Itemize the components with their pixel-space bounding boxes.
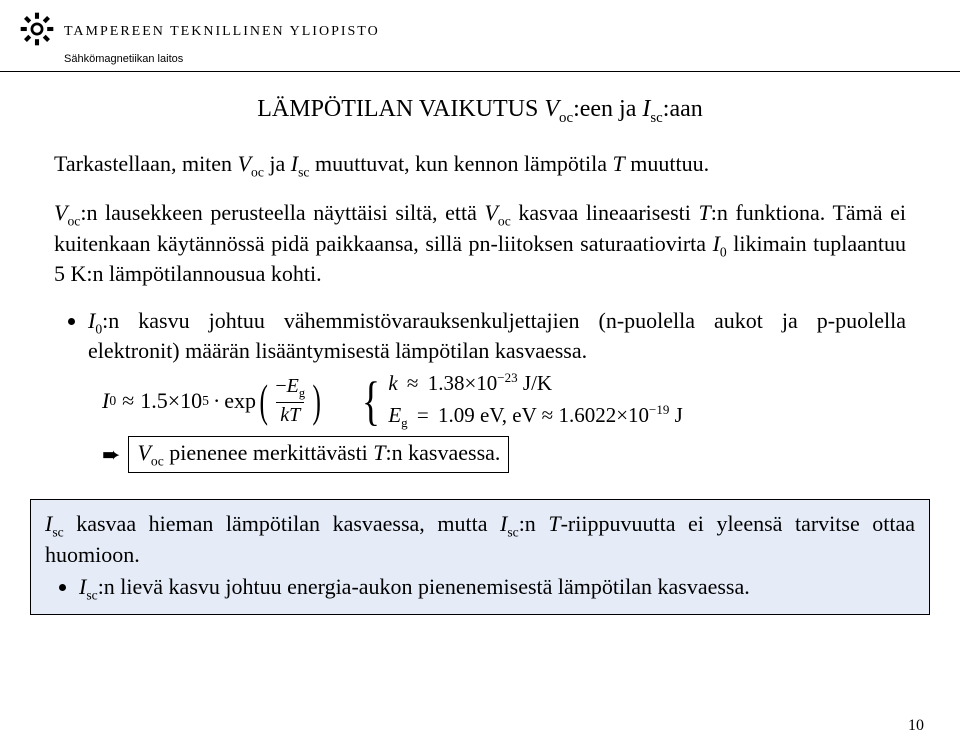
bb-sc: sc: [86, 587, 97, 602]
fraction: −Eg kT: [273, 374, 307, 428]
kl-k: k: [388, 371, 397, 395]
eq-ten: 10: [180, 387, 202, 415]
p2-t2: :n lausekkeen perusteella näyttäisi silt…: [80, 200, 484, 225]
title-text-1: LÄMPÖTILAN VAIKUTUS: [257, 96, 544, 122]
kl-approx: ≈: [407, 371, 419, 395]
p1-t3: muuttuvat, kun kennon lämpötila: [309, 151, 612, 176]
p2-t3: kasvaa lineaarisesti: [511, 200, 699, 225]
el-E: E: [388, 403, 401, 427]
el-g: g: [401, 416, 408, 431]
kl-unit: J/K: [518, 371, 552, 395]
title-oc: oc: [559, 110, 573, 126]
bx-oc: oc: [151, 454, 164, 469]
equation-block: I0 ≈ 1.5×105 · exp ( −Eg kT ) { k ≈ 1.38…: [102, 370, 906, 433]
p2-v: V: [54, 200, 67, 225]
p2-i0: I: [713, 231, 720, 256]
box-bullet-list: Isc:n lievä kasvu johtuu energia-aukon p…: [45, 573, 915, 604]
el-v1: 1.09 eV: [438, 403, 502, 427]
eq-coef: 1.5: [140, 387, 168, 415]
p1-t4: muuttuu.: [625, 151, 709, 176]
bx-txt: pienenee merkittävästi: [164, 440, 374, 465]
eq-zero: 0: [109, 392, 116, 409]
p2-T: T: [698, 200, 710, 225]
el-ten: 10: [628, 403, 649, 427]
department-name: Sähkömagnetiikan laitos: [64, 53, 960, 65]
title-voc: V: [544, 96, 559, 122]
paragraph-2: Voc:n lausekkeen perusteella näyttäisi s…: [54, 199, 906, 289]
el-pow: −19: [649, 402, 669, 417]
bullet-list-1: I0:n kasvu johtuu vähemmistövarauksenkul…: [54, 307, 906, 366]
kl-ten: 10: [476, 371, 497, 395]
el-eq: =: [417, 403, 429, 427]
bx-T: T: [373, 440, 385, 465]
eq-g: g: [299, 386, 305, 400]
el-comma: , eV: [502, 403, 542, 427]
eq-dot: ·: [213, 387, 220, 415]
eq-approx: ≈: [122, 387, 134, 415]
p1-sc: sc: [298, 164, 309, 179]
b1-t1: :n kasvu johtuu vähemmistövarauksenkulje…: [88, 308, 906, 364]
lbrace-icon: {: [362, 377, 380, 426]
eq-T: T: [289, 404, 300, 426]
header-row: TAMPEREEN TEKNILLINEN YLIOPISTO: [20, 12, 960, 51]
box-paragraph: Isc kasvaa hieman lämpötilan kasvaessa, …: [45, 510, 915, 569]
el-v2: 1.6022: [553, 403, 616, 427]
el-times: ×: [616, 403, 628, 427]
p2-oc: oc: [67, 213, 80, 228]
el-unit: J: [669, 403, 682, 427]
brace-block: { k ≈ 1.38×10−23 J/K Eg = 1.09 eV, eV ≈ …: [358, 370, 682, 433]
bp-T: T: [548, 511, 560, 536]
p2-v2: V: [484, 200, 497, 225]
kl-val: 1.38: [428, 371, 465, 395]
arrow-icon: ➨: [102, 441, 120, 469]
eq-I: I: [102, 387, 109, 415]
title-text-3: :aan: [663, 96, 703, 122]
p1-t1: Tarkastellaan, miten: [54, 151, 238, 176]
exp-paren: ( −Eg kT ): [256, 374, 324, 428]
bb-t1: :n lievä kasvu johtuu energia-aukon pien…: [98, 574, 750, 599]
frac-den: kT: [276, 402, 304, 429]
bp-sc: sc: [52, 524, 63, 539]
page-number: 10: [908, 717, 924, 735]
eq-exp: exp: [224, 387, 256, 415]
conclusion-line: ➨ Voc pienenee merkittävästi T:n kasvaes…: [102, 436, 906, 473]
info-box: Isc kasvaa hieman lämpötilan kasvaessa, …: [30, 499, 930, 615]
p1-t2: ja: [264, 151, 291, 176]
eq-pow5: 5: [202, 392, 209, 409]
kl-pow: −23: [497, 370, 517, 385]
p1-T: T: [613, 151, 625, 176]
p1-v: V: [238, 151, 251, 176]
p1-i: I: [291, 151, 298, 176]
gear-icon: [20, 12, 54, 51]
bx-v: V: [137, 440, 150, 465]
e-line: Eg = 1.09 eV, eV ≈ 1.6022×10−19 J: [388, 402, 683, 432]
p1-oc: oc: [251, 164, 264, 179]
bp-sc2: sc: [507, 524, 518, 539]
bx-t2: :n kasvaessa.: [386, 440, 501, 465]
eq-times: ×: [168, 387, 180, 415]
frac-num: −Eg: [273, 374, 307, 402]
paragraph-1: Tarkastellaan, miten Voc ja Isc muuttuva…: [54, 150, 906, 181]
university-name: TAMPEREEN TEKNILLINEN YLIOPISTO: [64, 24, 380, 40]
brace-rows: k ≈ 1.38×10−23 J/K Eg = 1.09 eV, eV ≈ 1.…: [388, 370, 683, 433]
title-sc: sc: [650, 110, 662, 126]
eq-k: k: [280, 404, 289, 426]
eq-E: E: [287, 375, 299, 397]
k-line: k ≈ 1.38×10−23 J/K: [388, 370, 683, 397]
bp-t1: kasvaa hieman lämpötilan kasvaessa, mutt…: [64, 511, 500, 536]
eq-minus: −: [275, 375, 286, 397]
title-text-2: :een ja: [573, 96, 642, 122]
p2-oc2: oc: [498, 213, 511, 228]
el-approx: ≈: [542, 403, 554, 427]
bullet-1: I0:n kasvu johtuu vähemmistövarauksenkul…: [88, 307, 906, 366]
box-bullet: Isc:n lievä kasvu johtuu energia-aukon p…: [79, 573, 915, 604]
kl-times: ×: [464, 371, 476, 395]
bp-t2: :n: [519, 511, 549, 536]
page-content: LÄMPÖTILAN VAIKUTUS Voc:een ja Isc:aan T…: [0, 72, 960, 473]
page-title: LÄMPÖTILAN VAIKUTUS Voc:een ja Isc:aan: [54, 94, 906, 128]
boxed-conclusion: Voc pienenee merkittävästi T:n kasvaessa…: [128, 436, 509, 473]
page-header: TAMPEREEN TEKNILLINEN YLIOPISTO Sähkömag…: [0, 0, 960, 72]
p2-zero: 0: [720, 244, 727, 259]
